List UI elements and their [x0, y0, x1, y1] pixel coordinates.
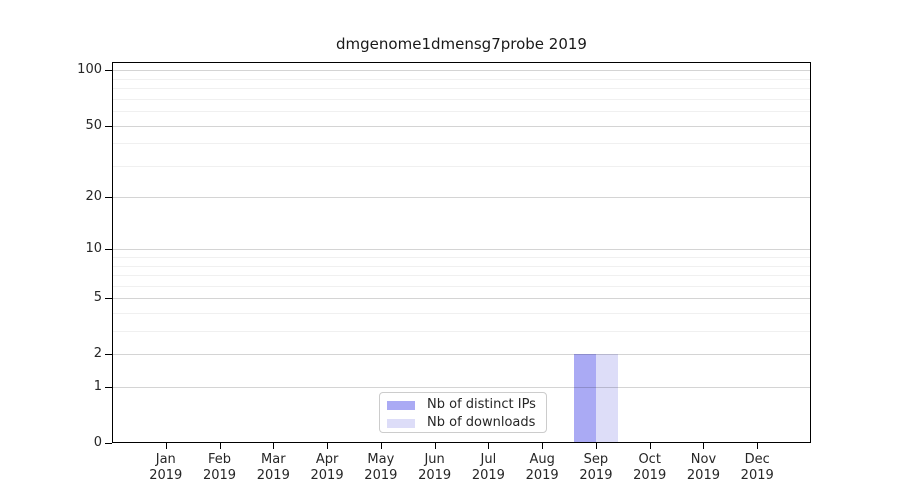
- x-axis-tick: [273, 443, 275, 449]
- major-gridline: [112, 125, 811, 127]
- year-label: 2019: [525, 468, 559, 483]
- y-axis-tick: [105, 298, 112, 300]
- x-axis-tick-label: Jan 2019: [138, 452, 194, 484]
- month-label: Sep: [583, 452, 609, 467]
- x-axis-tick: [757, 443, 759, 449]
- bar-downloads: [595, 354, 618, 443]
- x-axis-tick-label: Aug 2019: [514, 452, 570, 484]
- bar-distinct-ips: [573, 354, 596, 443]
- year-label: 2019: [579, 468, 613, 483]
- year-label: 2019: [364, 468, 398, 483]
- x-axis-tick-label: Sep 2019: [568, 452, 624, 484]
- x-axis-tick-label: Jul 2019: [460, 452, 516, 484]
- legend-swatch-downloads: [387, 418, 415, 428]
- major-gridline: [112, 70, 811, 72]
- y-axis-tick-label: 2: [93, 346, 102, 362]
- y-axis-tick-label: 100: [77, 62, 102, 78]
- x-axis-tick-label: Mar 2019: [245, 452, 301, 484]
- minor-gridline: [112, 143, 811, 145]
- month-label: Aug: [529, 452, 555, 467]
- legend: Nb of distinct IPs Nb of downloads: [379, 392, 547, 433]
- minor-gridline: [112, 88, 811, 90]
- y-axis-tick-label: 5: [93, 290, 102, 306]
- month-label: Jun: [424, 452, 445, 467]
- x-axis-tick-label: Oct 2019: [622, 452, 678, 484]
- minor-gridline: [112, 331, 811, 333]
- x-axis-tick: [595, 443, 597, 449]
- major-gridline: [112, 354, 811, 356]
- minor-gridline: [112, 265, 811, 267]
- y-axis-tick: [105, 443, 112, 444]
- chart-title: dmgenome1dmensg7probe 2019: [336, 35, 587, 53]
- x-axis-tick: [703, 443, 705, 449]
- year-label: 2019: [471, 468, 505, 483]
- month-label: Apr: [315, 452, 339, 467]
- major-gridline: [112, 197, 811, 199]
- y-axis-tick: [105, 354, 112, 356]
- year-label: 2019: [633, 468, 667, 483]
- legend-swatch-distinct-ips: [387, 400, 415, 410]
- month-label: Nov: [690, 452, 717, 467]
- minor-gridline: [112, 275, 811, 277]
- y-axis-tick: [105, 249, 112, 251]
- major-gridline: [112, 298, 811, 300]
- legend-label-downloads: Nb of downloads: [427, 415, 536, 430]
- month-label: Feb: [208, 452, 232, 467]
- year-label: 2019: [740, 468, 774, 483]
- x-axis-tick-label: Dec 2019: [729, 452, 785, 484]
- x-axis-tick-label: May 2019: [353, 452, 409, 484]
- y-axis-tick: [105, 70, 112, 72]
- x-axis-tick: [434, 443, 436, 449]
- x-axis-tick-label: Feb 2019: [192, 452, 248, 484]
- year-label: 2019: [149, 468, 183, 483]
- x-axis-tick-label: Nov 2019: [675, 452, 731, 484]
- x-axis-tick-label: Apr 2019: [299, 452, 355, 484]
- year-label: 2019: [310, 468, 344, 483]
- minor-gridline: [112, 78, 811, 80]
- minor-gridline: [112, 313, 811, 315]
- y-axis-tick-label: 50: [85, 117, 102, 133]
- x-axis-tick: [380, 443, 382, 449]
- year-label: 2019: [256, 468, 290, 483]
- x-axis-tick: [219, 443, 221, 449]
- x-axis-tick: [327, 443, 329, 449]
- y-axis-tick: [105, 125, 112, 127]
- minor-gridline: [112, 165, 811, 167]
- y-axis-tick-label: 0: [93, 435, 102, 450]
- x-axis-tick: [488, 443, 490, 449]
- x-axis-tick-label: Jun 2019: [407, 452, 463, 484]
- year-label: 2019: [686, 468, 720, 483]
- legend-item-distinct-ips: Nb of distinct IPs: [380, 396, 546, 414]
- plot-area: [112, 62, 811, 443]
- minor-gridline: [112, 285, 811, 287]
- x-axis-tick: [165, 443, 167, 449]
- x-axis-tick: [649, 443, 651, 449]
- minor-gridline: [112, 98, 811, 100]
- y-axis-tick: [105, 387, 112, 389]
- y-axis-tick-label: 1: [93, 379, 102, 395]
- year-label: 2019: [418, 468, 452, 483]
- year-label: 2019: [202, 468, 237, 483]
- y-axis-tick-label: 10: [85, 241, 102, 257]
- y-axis-tick-label: 20: [85, 189, 102, 205]
- month-label: Jan: [155, 452, 176, 467]
- legend-label-distinct-ips: Nb of distinct IPs: [427, 397, 536, 412]
- month-label: May: [367, 452, 395, 467]
- month-label: Dec: [744, 452, 770, 467]
- minor-gridline: [112, 111, 811, 113]
- month-label: Jul: [480, 452, 497, 467]
- month-label: Oct: [638, 452, 661, 467]
- x-axis-tick: [542, 443, 544, 449]
- major-gridline: [112, 249, 811, 251]
- y-axis-tick: [105, 197, 112, 199]
- major-gridline: [112, 387, 811, 389]
- month-label: Mar: [261, 452, 286, 467]
- legend-item-downloads: Nb of downloads: [380, 414, 546, 432]
- minor-gridline: [112, 257, 811, 259]
